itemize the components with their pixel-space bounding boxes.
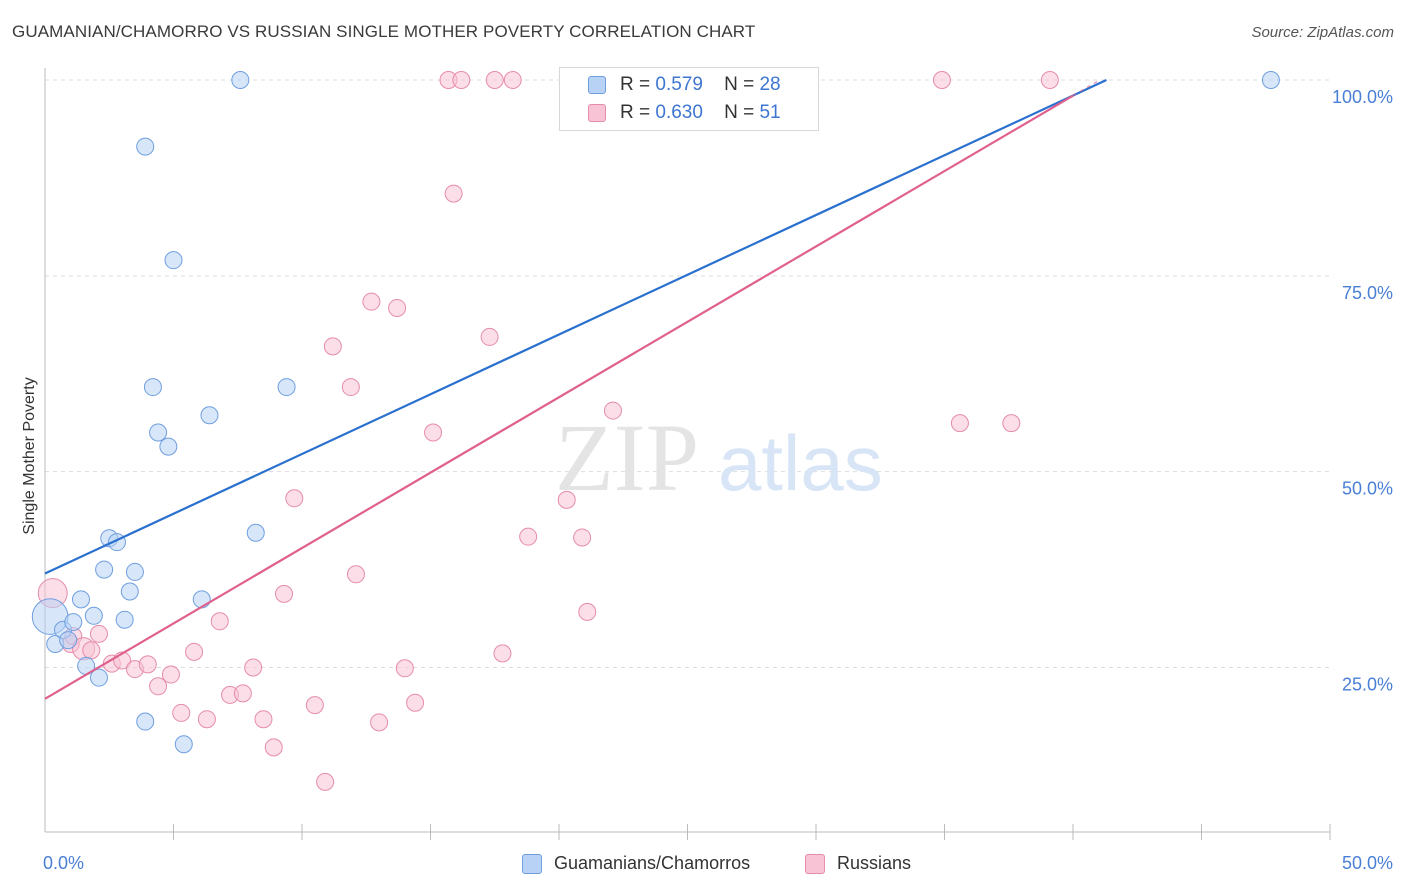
guamanians-point [192,590,211,609]
y-tick-label: 100.0% [1332,87,1393,107]
russians-point [233,684,252,703]
legend-n-value: 51 [759,102,781,123]
russians-point [493,644,512,663]
russians-point [406,693,425,712]
russians-point [82,641,101,660]
x-axis-ticks [173,824,1331,840]
russians-point [519,527,538,546]
russians-point [285,489,304,508]
legend-r-label: R = [620,74,651,95]
russians-point [557,490,576,509]
series-swatch-russians [805,854,825,874]
watermark: ZIP atlas [555,404,883,511]
guamanians-point [71,590,90,609]
guamanians-trend-line [44,79,1107,575]
russians-point [1002,414,1021,433]
tick-labels: 25.0% 50.0% 75.0% 100.0% 0.0% 50.0% [43,87,1393,873]
legend-r-value: 0.630 [655,102,703,123]
legend-swatch-russians [588,104,606,122]
russians-point [316,772,335,791]
russians-point [932,71,951,89]
russians-point [197,710,216,729]
guamanians-point [1261,71,1280,89]
guamanians-point [89,668,108,687]
russians-trend-line [44,94,1074,700]
y-tick-label: 50.0% [1342,479,1393,499]
russians-point [341,378,360,397]
guamanians-point [200,406,219,425]
guamanians-point [159,437,178,456]
series-legend-label: Russians [837,853,912,873]
russians-point [254,710,273,729]
correlation-legend: R = 0.579 N = 28 R = 0.630 N = 51 [559,67,819,131]
watermark-atlas: atlas [718,419,883,507]
russians-point [603,401,622,420]
guamanians-point [115,610,134,629]
russians-point [480,327,499,346]
chart-title: GUAMANIAN/CHAMORRO VS RUSSIAN SINGLE MOT… [12,22,756,41]
russians-point [346,565,365,584]
guamanians-point [136,712,155,731]
russians-point [503,71,522,89]
russians-point [578,602,597,621]
legend-r-label: R = [620,102,651,123]
guamanians-point [277,378,296,397]
x-tick-label: 0.0% [43,853,84,873]
guamanians-point [120,582,139,601]
russians-points [37,71,1059,791]
russians-point [89,624,108,643]
x-tick-label: 50.0% [1342,853,1393,873]
russians-point [149,677,168,696]
guamanians-point [59,631,78,650]
watermark-zip: ZIP [555,404,699,511]
trend-lines [44,79,1107,700]
russians-point [388,298,407,317]
grid-lines [45,79,1330,668]
series-legend-label: Guamanians/Chamorros [554,853,751,873]
russians-point [185,642,204,661]
russians-point [362,292,381,311]
russians-point [573,528,592,547]
russians-point [161,665,180,684]
guamanians-point [164,251,183,270]
russians-point [1040,71,1059,89]
guamanians-point [64,613,83,632]
guamanians-point [174,735,193,754]
russians-point [210,612,229,631]
russians-point [444,184,463,203]
source-attribution: Source: ZipAtlas.com [1251,24,1394,41]
guamanians-point [84,606,103,625]
russians-point [395,659,414,678]
y-tick-label: 75.0% [1342,283,1393,303]
legend-r-value: 0.579 [655,74,703,95]
guamanians-point [149,423,168,442]
legend-swatch-guamanians [588,76,606,94]
legend-n-label: N = [724,74,755,95]
russians-point [275,584,294,603]
series-swatch-guamanians [522,854,542,874]
guamanians-point [231,71,250,89]
russians-point [950,414,969,433]
russians-point [244,658,263,677]
legend-n-label: N = [724,102,755,123]
russians-point [172,703,191,722]
guamanians-point [95,560,114,579]
russians-point [485,71,504,89]
russians-point [424,423,443,442]
legend-n-value: 28 [759,74,781,95]
guamanians-point [246,523,265,542]
russians-trend-extension [1072,79,1101,97]
guamanians-point [143,378,162,397]
series-legend: Guamanians/Chamorros Russians [0,852,1406,878]
russians-point [264,738,283,757]
guamanians-point [136,137,155,156]
russians-point [323,337,342,356]
y-tick-label: 25.0% [1342,675,1393,695]
russians-point [138,655,157,674]
russians-point [452,71,471,89]
russians-point [370,713,389,732]
russians-point [305,696,324,715]
guamanians-point [125,562,144,581]
